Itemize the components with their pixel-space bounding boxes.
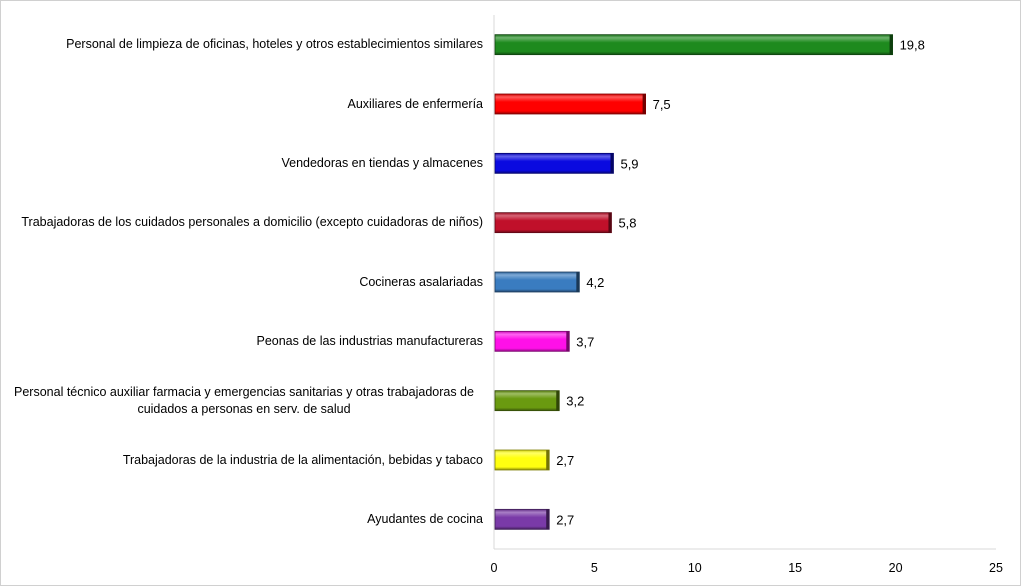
category-label: Ayudantes de cocina	[0, 494, 483, 544]
data-label: 5,9	[620, 156, 638, 171]
x-tick-label: 20	[889, 561, 903, 575]
category-label: Vendedoras en tiendas y almacenes	[0, 138, 483, 188]
bar	[494, 152, 614, 174]
data-label: 19,8	[900, 38, 925, 53]
x-tick-label: 0	[491, 561, 498, 575]
data-label: 5,8	[618, 216, 636, 231]
bar	[494, 330, 570, 352]
data-label: 4,2	[586, 275, 604, 290]
category-label: Peonas de las industrias manufactureras	[0, 316, 483, 366]
category-label-text: Personal de limpieza de oficinas, hotele…	[66, 37, 483, 52]
data-label: 3,2	[566, 394, 584, 409]
category-label: Personal de limpieza de oficinas, hotele…	[0, 20, 483, 70]
bar	[494, 271, 580, 293]
category-label: Trabajadoras de los cuidados personales …	[0, 198, 483, 248]
bar-end-bevel	[546, 509, 550, 530]
bar	[494, 212, 612, 234]
category-label: Cocineras asalariadas	[0, 257, 483, 307]
bar	[494, 508, 550, 530]
category-label-text: Trabajadoras de la industria de la alime…	[122, 452, 483, 467]
category-label-text: Peonas de las industrias manufactureras	[256, 333, 483, 348]
bar	[494, 390, 560, 412]
x-tick-label: 25	[989, 561, 1003, 575]
bar	[494, 93, 647, 115]
bar-end-bevel	[889, 34, 893, 55]
category-label-text: Cocineras asalariadas	[359, 274, 483, 289]
bar-end-bevel	[566, 331, 570, 352]
bar-end-bevel	[608, 212, 612, 233]
x-tick-label: 15	[788, 561, 802, 575]
bar-end-bevel	[610, 153, 614, 174]
data-label: 2,7	[556, 453, 574, 468]
bar	[494, 34, 893, 56]
category-label-text: Ayudantes de cocina	[367, 511, 483, 526]
category-label-text: Auxiliares de enfermería	[347, 96, 483, 111]
category-label-text: Vendedoras en tiendas y almacenes	[281, 155, 483, 170]
category-label-text: Personal técnico auxiliar farmacia y eme…	[14, 384, 474, 416]
data-label: 3,7	[576, 334, 594, 349]
category-label-text: Trabajadoras de los cuidados personales …	[21, 215, 483, 230]
data-label: 2,7	[556, 512, 574, 527]
category-label: Auxiliares de enfermería	[0, 79, 483, 129]
bar-end-bevel	[546, 450, 550, 470]
bar-end-bevel	[642, 94, 646, 114]
x-tick-label: 10	[688, 561, 702, 575]
bar	[494, 449, 550, 471]
category-label: Trabajadoras de la industria de la alime…	[0, 435, 483, 485]
bar-end-bevel	[556, 390, 560, 411]
x-tick-label: 5	[591, 561, 598, 575]
data-label: 7,5	[653, 97, 671, 112]
bar-end-bevel	[576, 272, 580, 292]
category-label: Personal técnico auxiliar farmacia y eme…	[0, 376, 483, 426]
